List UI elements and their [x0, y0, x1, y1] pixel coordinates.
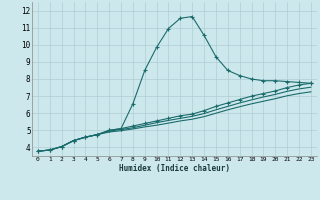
X-axis label: Humidex (Indice chaleur): Humidex (Indice chaleur) [119, 164, 230, 173]
